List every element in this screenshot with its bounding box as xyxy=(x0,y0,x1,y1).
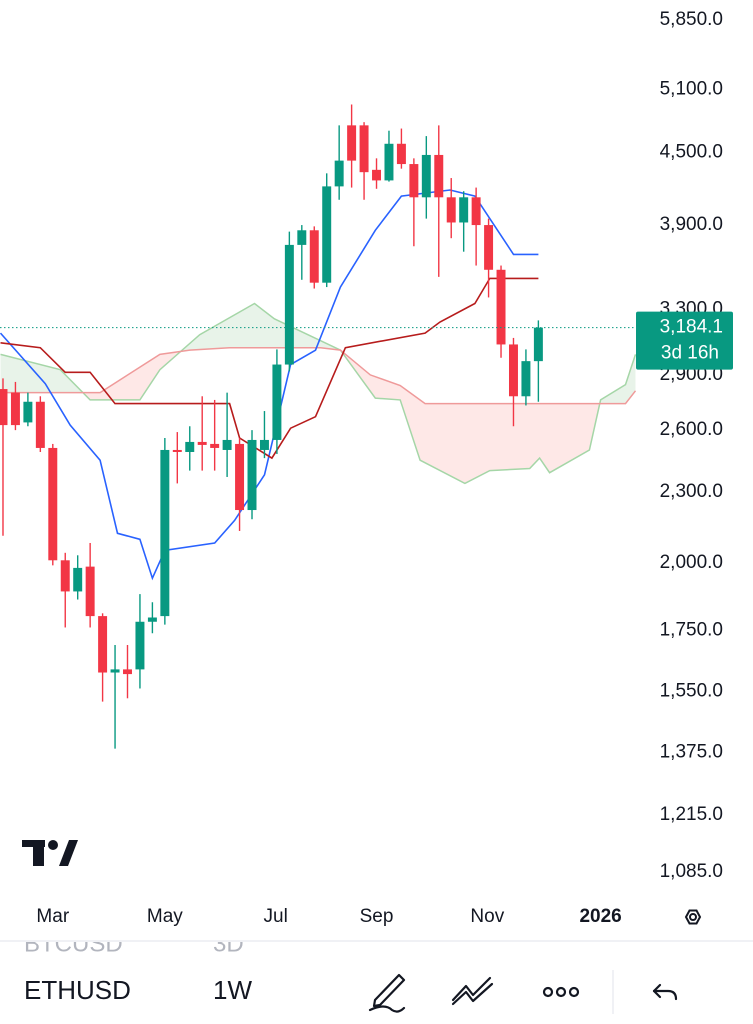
draw-button[interactable] xyxy=(368,973,406,1013)
cloud-line xyxy=(0,346,637,405)
candle-body xyxy=(48,447,58,561)
y-tick-label: 2,600.0 xyxy=(660,419,723,440)
candle-body xyxy=(409,164,419,198)
candle-body xyxy=(123,669,132,675)
y-tick-label: 1,085.0 xyxy=(660,861,723,882)
undo-button[interactable] xyxy=(652,983,678,1001)
dot xyxy=(568,986,580,998)
candle-body xyxy=(347,125,357,161)
indicator-line xyxy=(0,277,539,460)
y-tick-label: 5,850.0 xyxy=(660,9,723,30)
candle-body xyxy=(284,244,294,365)
candle-body xyxy=(147,617,157,622)
candle-body xyxy=(484,225,494,270)
candle-body xyxy=(471,197,481,226)
pen-icon xyxy=(372,973,406,1008)
candle-body xyxy=(309,230,319,283)
candle-body xyxy=(446,197,456,223)
candle-body xyxy=(98,616,108,673)
candle-body xyxy=(172,449,182,452)
countdown-label: 3d 16h xyxy=(661,343,719,364)
candle-body xyxy=(384,143,394,181)
symbol[interactable]: ETHUSD xyxy=(24,975,131,1005)
candle-body xyxy=(259,439,269,450)
candle-body xyxy=(160,449,170,617)
y-tick-label: 4,500.0 xyxy=(660,142,723,163)
candle-body xyxy=(508,344,518,397)
y-tick-label: 2,300.0 xyxy=(660,481,723,502)
dot xyxy=(555,986,567,998)
x-tick-label: 2026 xyxy=(579,906,621,927)
candle-body xyxy=(521,361,531,397)
price-label: 3,184.1 xyxy=(660,317,723,338)
prev-symbol: BTCUSD xyxy=(24,930,123,957)
dot xyxy=(542,986,554,998)
y-tick-label: 5,100.0 xyxy=(660,78,723,99)
candle-body xyxy=(359,125,369,173)
y-tick-label: 1,550.0 xyxy=(660,681,723,702)
candle-body xyxy=(35,401,45,448)
more-button[interactable] xyxy=(542,986,580,998)
candle-body xyxy=(222,439,232,450)
candle-body xyxy=(110,669,120,673)
logo-part xyxy=(59,840,78,866)
indicators-button[interactable] xyxy=(451,976,494,1006)
y-tick-label: 1,215.0 xyxy=(660,804,723,825)
x-tick-label: Jul xyxy=(264,906,288,927)
y-tick-label: 3,900.0 xyxy=(660,214,723,235)
candle-body xyxy=(396,143,406,165)
y-tick-label: 1,750.0 xyxy=(660,619,723,640)
settings-button[interactable] xyxy=(684,909,702,925)
candle-body xyxy=(135,621,145,670)
candle-body xyxy=(496,269,506,345)
x-tick-label: Nov xyxy=(470,906,504,927)
y-tick-label: 1,375.0 xyxy=(660,741,723,762)
candle-body xyxy=(322,186,332,283)
cloud-down-fill xyxy=(0,303,636,484)
hexagon-dot xyxy=(689,913,697,921)
price-box xyxy=(636,311,733,370)
candle-body xyxy=(372,169,381,181)
plot-area: 5,850.05,100.04,500.03,900.03,300.02,900… xyxy=(0,9,733,927)
candle-body xyxy=(434,154,444,198)
undo-arrow xyxy=(652,989,678,1001)
candle-body xyxy=(197,441,207,445)
y-tick-label: 2,000.0 xyxy=(660,552,723,573)
candle-body xyxy=(247,439,257,511)
logo-part xyxy=(48,840,58,850)
line-icon xyxy=(451,976,492,1002)
candle-body xyxy=(533,327,543,362)
candle-body xyxy=(60,560,70,592)
candle-body xyxy=(73,567,83,592)
candle-body xyxy=(235,443,245,511)
candle-body xyxy=(334,160,344,187)
candle-body xyxy=(0,389,8,426)
x-tick-label: Sep xyxy=(360,906,394,927)
pen-stroke xyxy=(368,1005,406,1013)
hexagon xyxy=(684,909,702,925)
interval[interactable]: 1W xyxy=(213,975,252,1005)
x-tick-label: Mar xyxy=(36,906,69,927)
candle-body xyxy=(297,230,307,245)
candle-body xyxy=(459,197,469,223)
tradingview-logo xyxy=(22,840,78,866)
candle-body xyxy=(272,364,282,440)
candle-body xyxy=(210,443,220,448)
logo-part xyxy=(33,840,44,866)
cloud-line xyxy=(0,302,637,485)
indicator-line xyxy=(0,189,539,581)
x-tick-label: May xyxy=(147,906,183,927)
line-icon xyxy=(451,982,494,1006)
candle-body xyxy=(10,392,20,426)
prev-interval: 3D xyxy=(213,930,244,957)
candle-body xyxy=(23,401,33,423)
candle-body xyxy=(85,566,95,617)
candle-body xyxy=(421,154,431,198)
candle-body xyxy=(185,441,195,452)
